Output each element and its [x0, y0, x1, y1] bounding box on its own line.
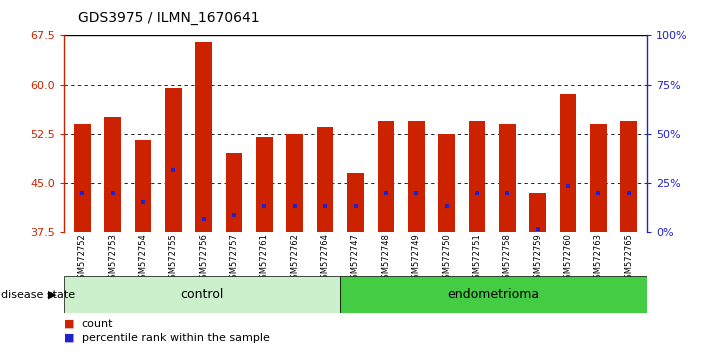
Bar — [74, 124, 90, 232]
Bar — [499, 124, 515, 232]
Text: ■: ■ — [64, 319, 75, 329]
Bar — [317, 127, 333, 232]
Bar — [438, 134, 455, 232]
Bar — [469, 121, 486, 232]
Bar — [530, 193, 546, 232]
Text: disease state: disease state — [1, 290, 75, 300]
Text: endometrioma: endometrioma — [447, 288, 540, 301]
Bar — [590, 124, 606, 232]
Bar — [64, 276, 340, 313]
Bar — [165, 88, 181, 232]
Bar — [340, 276, 647, 313]
Text: count: count — [82, 319, 113, 329]
Text: percentile rank within the sample: percentile rank within the sample — [82, 333, 269, 343]
Bar — [560, 95, 577, 232]
Bar — [134, 140, 151, 232]
Bar — [256, 137, 273, 232]
Bar — [196, 42, 212, 232]
Text: GDS3975 / ILMN_1670641: GDS3975 / ILMN_1670641 — [78, 11, 260, 25]
Bar — [408, 121, 424, 232]
Text: ▶: ▶ — [48, 290, 57, 300]
Bar — [225, 153, 242, 232]
Text: control: control — [181, 288, 224, 301]
Bar — [621, 121, 637, 232]
Bar — [347, 173, 364, 232]
Bar — [378, 121, 394, 232]
Text: ■: ■ — [64, 333, 75, 343]
Bar — [105, 117, 121, 232]
Bar — [287, 134, 303, 232]
